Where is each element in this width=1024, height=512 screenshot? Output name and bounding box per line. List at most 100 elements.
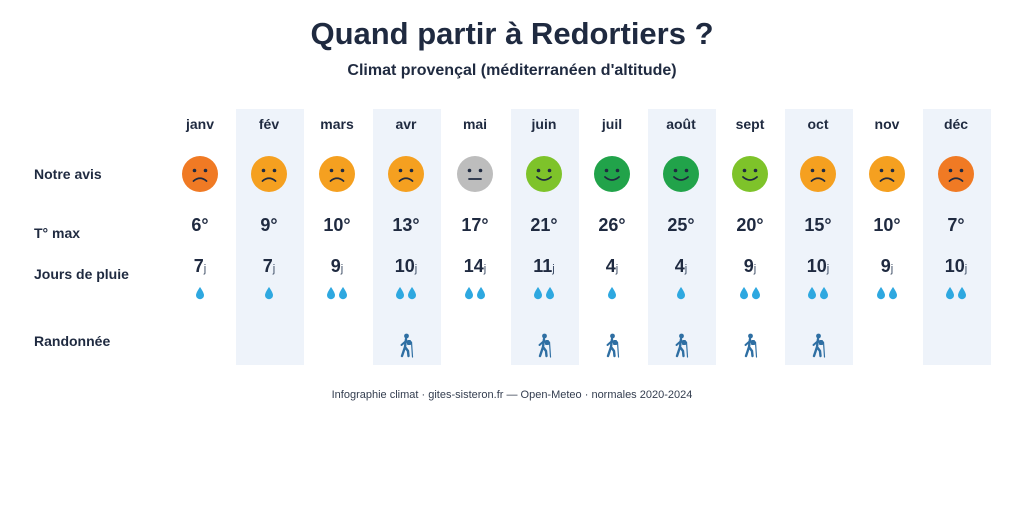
rain-days-unit: j bbox=[753, 263, 757, 275]
hiker-icon bbox=[744, 333, 758, 358]
row-label-tmax: T° max bbox=[34, 225, 81, 241]
column-highlight bbox=[923, 109, 991, 365]
month-label: janv bbox=[185, 116, 214, 132]
rain-days-value: 4j bbox=[578, 256, 646, 277]
happy-face-icon bbox=[732, 156, 768, 192]
temp-max-value: 26° bbox=[598, 215, 626, 235]
rain-days-unit: j bbox=[483, 263, 487, 275]
hiking-indicator bbox=[716, 333, 784, 359]
temp-max-value: 10° bbox=[323, 215, 351, 235]
page-subtitle: Climat provençal (méditerranéen d'altitu… bbox=[347, 62, 677, 79]
rain-drop-icon bbox=[946, 287, 954, 300]
sad-face-icon bbox=[251, 156, 287, 192]
sad-face-icon bbox=[938, 156, 974, 192]
rain-days-unit: j bbox=[340, 263, 344, 275]
rain-days-unit: j bbox=[964, 263, 968, 275]
neutral-face-icon bbox=[457, 156, 493, 192]
rain-drop-icon bbox=[327, 287, 335, 300]
rain-drops bbox=[441, 286, 509, 302]
rain-days-number: 10 bbox=[394, 256, 415, 276]
rain-days-number: 11 bbox=[533, 256, 553, 276]
rain-drop-icon bbox=[958, 287, 966, 300]
rain-drop-icon bbox=[534, 287, 542, 300]
temp-max-value: 20° bbox=[736, 215, 764, 235]
sad-face-icon bbox=[182, 156, 218, 192]
rain-drop-icon bbox=[546, 287, 554, 300]
rain-days-unit: j bbox=[203, 263, 207, 275]
sad-face-icon bbox=[388, 156, 424, 192]
hiker-icon bbox=[400, 333, 414, 358]
rain-drop-icon bbox=[808, 287, 816, 300]
rain-days-number: 9 bbox=[743, 256, 754, 276]
rain-days-number: 4 bbox=[605, 256, 616, 276]
rain-drop-icon bbox=[740, 287, 748, 300]
rain-days-value: 10j bbox=[372, 256, 440, 277]
rain-drops bbox=[166, 286, 234, 302]
rain-drop-icon bbox=[465, 287, 473, 300]
sad-face-icon bbox=[800, 156, 836, 192]
temp-max-value: 15° bbox=[804, 215, 832, 235]
sad-face-icon bbox=[319, 156, 355, 192]
month-label: juin bbox=[531, 116, 557, 132]
temp-max-value: 10° bbox=[873, 215, 901, 235]
rain-days-number: 7 bbox=[193, 256, 204, 276]
rain-drop-icon bbox=[677, 287, 685, 300]
rain-days-unit: j bbox=[414, 263, 418, 275]
temp-max-value: 25° bbox=[667, 215, 695, 235]
row-label-rando: Randonnée bbox=[34, 333, 111, 349]
hiking-indicator bbox=[510, 333, 578, 359]
hiker-icon bbox=[675, 333, 689, 358]
month-label: avr bbox=[395, 116, 417, 132]
temp-max-value: 13° bbox=[392, 215, 420, 235]
rain-days-value: 11j bbox=[510, 256, 578, 277]
rain-days-unit: j bbox=[890, 263, 894, 275]
footer-source: Infographie climat · gites-sisteron.fr —… bbox=[331, 389, 693, 401]
rain-days-unit: j bbox=[684, 263, 688, 275]
rain-drops bbox=[510, 286, 578, 302]
rain-drops bbox=[372, 286, 440, 302]
month-label: déc bbox=[943, 116, 969, 132]
rain-drop-icon bbox=[877, 287, 885, 300]
rain-drops bbox=[647, 286, 715, 302]
rain-drop-icon bbox=[408, 287, 416, 300]
row-label-pluie: Jours de pluie bbox=[34, 266, 129, 282]
rain-days-number: 4 bbox=[674, 256, 685, 276]
rain-days-number: 10 bbox=[806, 256, 827, 276]
rain-days-unit: j bbox=[552, 263, 555, 275]
month-label: août bbox=[666, 116, 696, 132]
row-label-avis: Notre avis bbox=[34, 166, 102, 182]
rain-days-unit: j bbox=[272, 263, 276, 275]
hiker-icon bbox=[538, 333, 552, 358]
month-label: oct bbox=[807, 116, 829, 132]
temp-max-value: 9° bbox=[260, 215, 278, 235]
column-highlight bbox=[785, 109, 853, 365]
hiking-indicator bbox=[784, 333, 852, 359]
column-highlight bbox=[236, 109, 304, 365]
month-label: mars bbox=[320, 116, 354, 132]
temp-max-value: 17° bbox=[461, 215, 489, 235]
rain-days-number: 9 bbox=[880, 256, 891, 276]
column-highlight bbox=[511, 109, 579, 365]
month-label: fév bbox=[258, 116, 280, 132]
temp-max-value: 7° bbox=[947, 215, 965, 235]
rain-drop-icon bbox=[265, 287, 273, 300]
rain-drops bbox=[853, 286, 921, 302]
rain-drops bbox=[716, 286, 784, 302]
rain-drop-icon bbox=[339, 287, 347, 300]
rain-days-value: 10j bbox=[922, 256, 990, 277]
rain-days-value: 4j bbox=[647, 256, 715, 277]
rain-days-value: 9j bbox=[716, 256, 784, 277]
rain-drop-icon bbox=[396, 287, 404, 300]
month-label: juil bbox=[601, 116, 623, 132]
rain-days-value: 7j bbox=[235, 256, 303, 277]
rain-days-unit: j bbox=[615, 263, 619, 275]
rain-days-value: 9j bbox=[303, 256, 371, 277]
rain-days-value: 9j bbox=[853, 256, 921, 277]
rain-days-number: 9 bbox=[330, 256, 341, 276]
temp-max-value: 21° bbox=[530, 215, 558, 235]
rain-drop-icon bbox=[752, 287, 760, 300]
rain-days-value: 14j bbox=[441, 256, 509, 277]
hiker-icon bbox=[812, 333, 826, 358]
rain-drops bbox=[922, 286, 990, 302]
